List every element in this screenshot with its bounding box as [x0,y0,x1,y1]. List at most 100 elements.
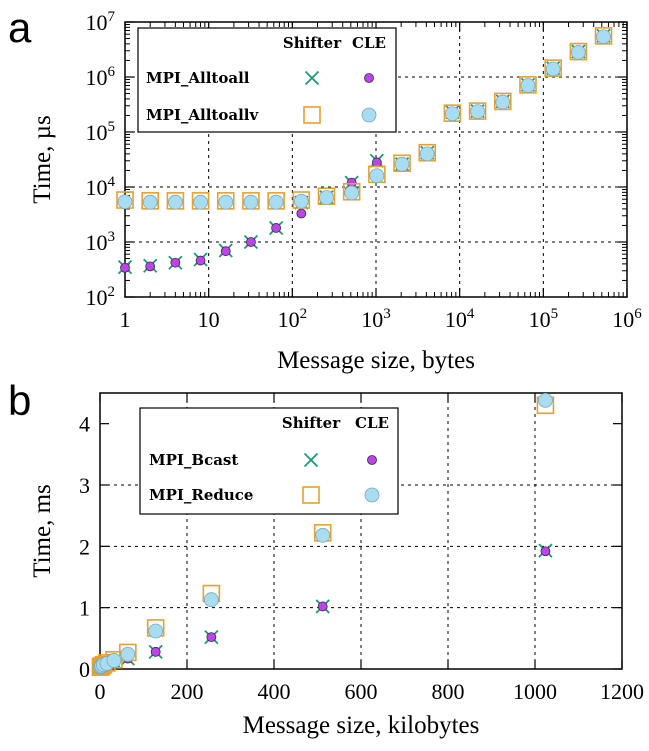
data-point [570,45,586,60]
data-point [538,392,553,408]
legend-marker [304,70,320,86]
data-point [220,246,231,257]
data-point [596,29,611,45]
legend-box [139,407,399,515]
legend: Shifter CLE MPI_Bcast MPI_Reduce [139,407,399,515]
chart-panel-a: a 1 10 102 103 104 105 106 102 103 104 105 106 107 Mes… [8,4,642,374]
legend-marker [303,106,321,124]
y-tick-label: 102 [86,284,116,310]
legend-box [137,27,397,133]
x-tick-label: 1000 [513,679,557,704]
legend-marker [364,487,380,503]
plot-frame [124,21,628,298]
y-tick-label: 3 [79,473,90,498]
x-tick-label: 1200 [600,679,644,704]
legend-marker [303,452,319,468]
panel-label-a: a [8,4,32,51]
data-point [170,257,181,268]
data-point [419,146,435,162]
data-point [145,261,156,272]
data-point [142,194,158,210]
data-point [344,185,360,201]
data-point [315,527,331,543]
data-point [120,646,136,662]
legend-header-shifter: Shifter [283,34,342,52]
panel-label-b: b [8,377,31,424]
data-point [106,653,122,668]
data-point [394,156,410,172]
x-tick-label: 10 [198,307,220,332]
x-tick-label: 103 [361,306,391,332]
data-point [369,168,385,184]
data-point [293,193,309,209]
data-point [520,78,536,93]
data-point [445,106,460,122]
y-tick-label: 107 [86,9,116,35]
legend-marker [367,455,377,465]
data-point [218,194,234,210]
data-point [246,237,256,247]
legend-header-cle: CLE [355,414,389,432]
data-point [319,190,334,206]
x-tick-label: 1 [120,307,131,332]
data-point [117,194,133,210]
data-point [148,623,164,639]
legend-entry-label: MPI_Alltoallv [146,106,259,124]
legend-marker [302,486,320,504]
minor-ticks [125,22,627,297]
data-point [206,632,217,643]
data-point [243,194,259,210]
y-tick-label: 105 [86,119,116,145]
x-tick-label: 0 [95,679,106,704]
series-mpi-alltoallv-cle [117,29,611,210]
legend-marker [361,107,377,123]
data-point [120,262,130,273]
legend-header-cle: CLE [352,34,386,52]
data-point [203,592,219,608]
x-tick-label: 800 [432,679,465,704]
y-tick-label: 0 [79,657,90,682]
x-axis-label: Message size, kilobytes [243,712,480,739]
y-tick-label: 4 [79,412,90,437]
legend: Shifter CLE MPI_Alltoall MPI_Alltoallv [137,27,397,133]
x-tick-label: 104 [445,306,475,332]
x-tick-label: 400 [258,679,291,704]
chart-panel-b: b 0 200 400 600 800 1000 1200 0 1 2 3 4 Message size,… [8,377,644,739]
legend-marker [364,73,374,83]
x-tick-label: 106 [612,306,642,332]
data-point [193,194,208,210]
x-axis-label: Message size, bytes [277,347,475,374]
y-tick-label: 1 [79,596,90,621]
data-point [271,223,282,233]
data-point [540,546,551,557]
x-tick-label: 200 [171,679,204,704]
legend-entry-label: MPI_Reduce [149,486,253,504]
data-point [495,94,511,110]
legend-header-shifter: Shifter [282,414,341,432]
data-point [545,61,561,77]
x-tick-label: 600 [345,679,378,704]
y-tick-label: 106 [86,64,116,90]
series-mpi-bcast-cle [95,546,551,673]
plot-frame [99,392,623,670]
data-point [296,208,307,219]
data-point [150,646,161,657]
data-point [167,194,183,210]
x-tick-label: 105 [529,306,559,332]
data-point [443,104,462,122]
legend-entry-label: MPI_Alltoall [146,69,250,87]
series-mpi-reduce-cle [93,392,553,675]
legend-entry-label: MPI_Bcast [149,451,238,469]
y-tick-label: 104 [86,174,116,200]
data-point [470,104,486,119]
x-tick-label: 102 [278,306,308,332]
y-tick-label: 103 [86,229,116,255]
y-tick-label: 2 [79,534,90,559]
data-point [468,102,487,120]
y-axis-label: Time, ms [29,484,56,578]
data-point [195,255,206,266]
data-point [317,601,328,612]
data-point [268,194,284,210]
y-axis-label: Time, µs [29,115,56,204]
